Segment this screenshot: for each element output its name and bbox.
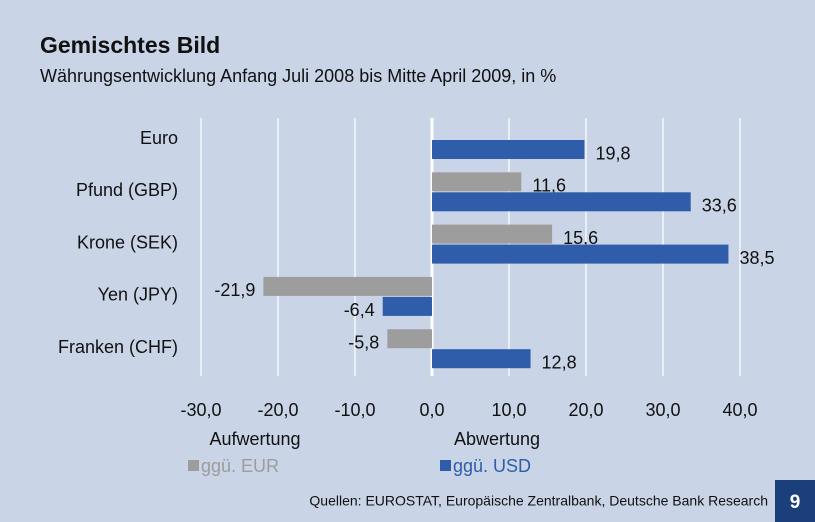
x-tick-label: -30,0 [180,400,221,420]
annotation: Aufwertung [209,429,300,449]
x-tick-label: -10,0 [334,400,375,420]
value-label: 38,5 [739,248,774,268]
legend-label: ggü. USD [453,456,531,476]
bar [432,349,531,369]
value-label: -5,8 [348,332,379,352]
bar [432,244,729,264]
bar [432,224,553,244]
x-tick-label: 40,0 [722,400,757,420]
y-tick-label: Yen (JPY) [98,285,178,305]
legend-label: ggü. EUR [201,456,279,476]
legend-swatch [440,460,451,471]
value-label: 12,8 [542,352,577,372]
y-tick-label: Franken (CHF) [58,337,178,357]
source: Quellen: EUROSTAT, Europäische Zentralba… [309,493,768,509]
page-number: 9 [790,492,801,513]
bar [382,296,432,316]
bar [387,329,432,349]
x-tick-label: 10,0 [491,400,526,420]
x-tick-label: 30,0 [645,400,680,420]
x-tick-label: 0,0 [419,400,444,420]
legend-swatch [188,460,199,471]
x-tick-label: -20,0 [257,400,298,420]
page-badge [775,480,815,522]
value-label: -6,4 [344,300,375,320]
value-label: 15,6 [563,228,598,248]
y-tick-label: Euro [140,128,178,148]
y-tick-label: Pfund (GBP) [76,180,178,200]
bar [263,276,432,296]
annotation: Abwertung [454,429,540,449]
value-label: 19,8 [595,143,630,163]
value-label: 11,6 [532,176,566,196]
chart-subtitle: Währungsentwicklung Anfang Juli 2008 bis… [40,66,556,86]
x-tick-label: 20,0 [568,400,603,420]
y-tick-label: Krone (SEK) [77,232,178,252]
bar [432,172,522,192]
bar [432,140,585,159]
value-label: 33,6 [702,196,737,216]
bar [432,192,691,212]
value-label: -21,9 [214,280,255,300]
chart-title: Gemischtes Bild [40,32,220,58]
